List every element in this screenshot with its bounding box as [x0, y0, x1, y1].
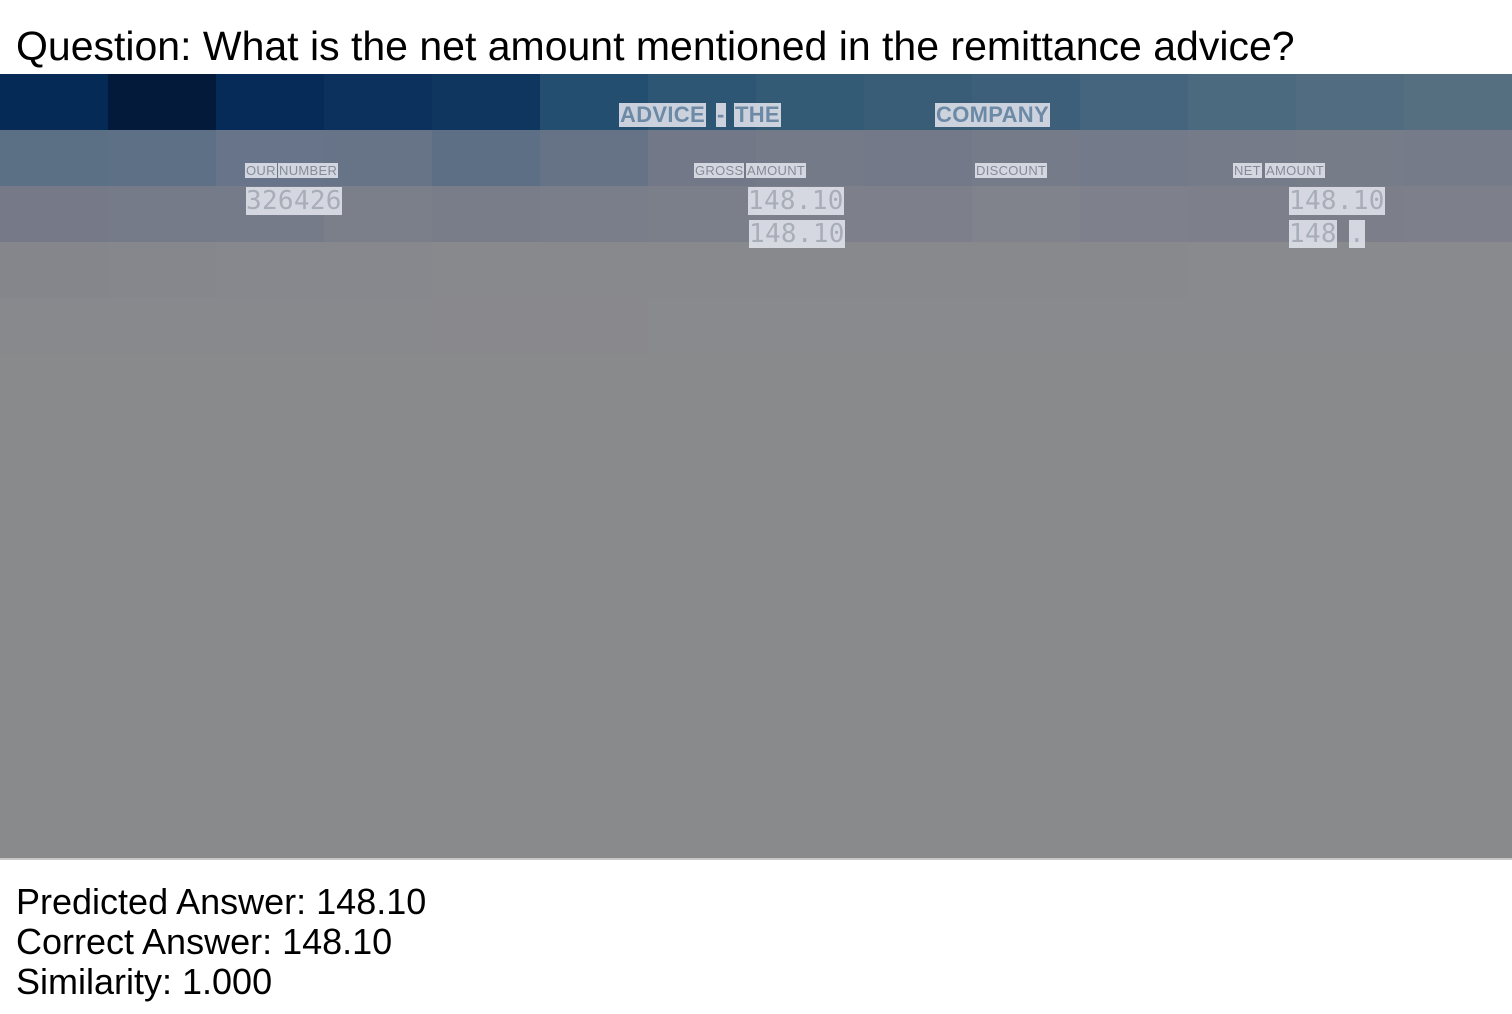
label-amount: AMOUNT — [746, 163, 807, 178]
net-amount-total: 148 — [1289, 219, 1337, 249]
gross-amount-value: 148.10 — [748, 186, 844, 216]
doc-title-word: ADVICE — [619, 102, 706, 127]
doc-title-word: COMPANY — [935, 102, 1050, 127]
gross-amount-total: 148.10 — [749, 219, 845, 249]
correct-answer: Correct Answer: 148.10 — [16, 921, 393, 962]
net-amount-total-fragment: . — [1349, 219, 1365, 249]
predicted-answer: Predicted Answer: 148.10 — [16, 881, 427, 922]
question-text: Question: What is the net amount mention… — [16, 23, 1295, 69]
pixelated-document-background — [0, 74, 1512, 354]
net-amount-value: 148.10 — [1289, 186, 1385, 216]
label-net: NET — [1233, 163, 1262, 178]
label-amount: AMOUNT — [1265, 163, 1326, 178]
document-image: ADVICE - THE COMPANY OUR NUMBER GROSS AM… — [0, 74, 1512, 860]
label-gross: GROSS — [694, 163, 745, 178]
label-discount: DISCOUNT — [975, 163, 1048, 178]
similarity-score: Similarity: 1.000 — [16, 961, 273, 1002]
results-block: Predicted Answer: 148.10 Correct Answer:… — [16, 882, 426, 1002]
doc-title-word: THE — [734, 102, 781, 127]
our-number-value: 326426 — [246, 186, 342, 216]
doc-title-word: - — [716, 102, 726, 127]
label-number: NUMBER — [278, 163, 339, 178]
label-our: OUR — [245, 163, 277, 178]
divider — [0, 858, 1512, 860]
